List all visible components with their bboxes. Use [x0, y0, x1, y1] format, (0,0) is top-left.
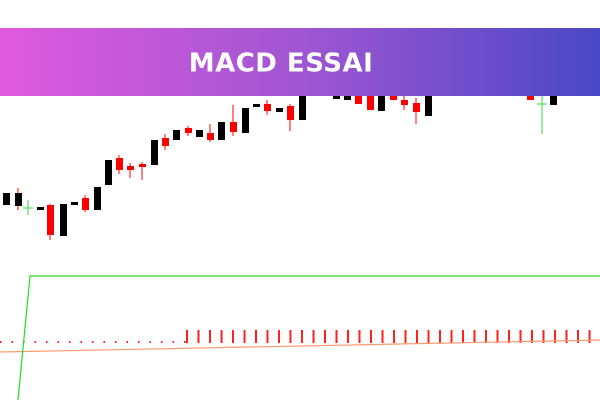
macd-line [17, 275, 600, 401]
signal-dots [0, 341, 186, 343]
banner: MACD ESSAI [0, 28, 600, 96]
wicks [17, 96, 417, 240]
macd-panel [0, 275, 600, 401]
banner-title: MACD ESSAI [189, 49, 374, 79]
doji [23, 96, 547, 215]
up-candles [3, 96, 557, 236]
signal-line [0, 339, 600, 353]
candles [3, 96, 557, 240]
banner-background [0, 28, 600, 96]
histogram [186, 330, 600, 343]
down-candles [47, 96, 534, 235]
